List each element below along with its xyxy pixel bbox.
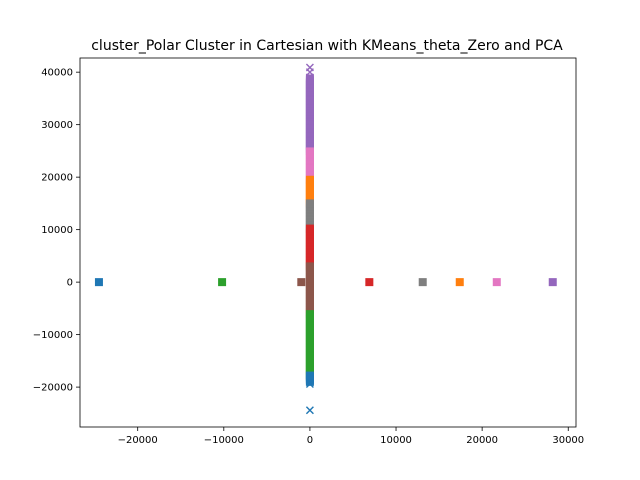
- centroid-point-blue: [94, 278, 103, 287]
- data-point-pink: [305, 147, 314, 156]
- outlier-point-blue: [305, 379, 314, 388]
- y-tick-label: −10000: [33, 330, 73, 341]
- y-tick-label: 0: [67, 278, 73, 289]
- x-tick-label: 30000: [552, 435, 584, 446]
- axes: −20000 −10000 0 10000 20000 30000 −20000 −10000…: [33, 68, 584, 446]
- chart-title: cluster_Polar Cluster in Cartesian with …: [91, 38, 563, 54]
- y-tick-label: −20000: [33, 383, 73, 394]
- data-point-purple: [305, 74, 314, 83]
- data-point-gray: [305, 199, 314, 208]
- x-tick-label: 20000: [466, 435, 498, 446]
- x-tick-label: 10000: [380, 435, 412, 446]
- y-tick-label: 10000: [41, 225, 73, 236]
- centroid-point-pink: [492, 278, 501, 287]
- plot-area: [94, 63, 557, 415]
- x-marker-stroke: [305, 73, 314, 82]
- x-tick-label: −10000: [204, 435, 244, 446]
- outlier-point-blue: [305, 406, 314, 415]
- y-tick-label: 40000: [41, 68, 73, 79]
- x-tick-label: −20000: [118, 435, 158, 446]
- centroid-point-purple: [548, 278, 557, 287]
- x-marker-stroke: [305, 379, 314, 388]
- outlier-point-purple: [305, 73, 314, 82]
- centroid-point-red: [365, 278, 374, 287]
- data-point-blue: [305, 371, 314, 380]
- data-point-orange: [305, 175, 314, 184]
- x-marker-stroke: [305, 406, 314, 415]
- centroid-point-brown: [297, 278, 306, 287]
- axes-frame: [79, 57, 577, 428]
- x-tick-label: 0: [307, 435, 313, 446]
- y-tick-label: 30000: [41, 120, 73, 131]
- centroid-point-orange: [455, 278, 464, 287]
- centroid-point-gray: [418, 278, 427, 287]
- centroid-point-green: [218, 278, 227, 287]
- data-point-green: [305, 310, 314, 319]
- y-tick-label: 20000: [41, 173, 73, 184]
- data-point-brown: [305, 262, 314, 271]
- data-point-red: [305, 224, 314, 233]
